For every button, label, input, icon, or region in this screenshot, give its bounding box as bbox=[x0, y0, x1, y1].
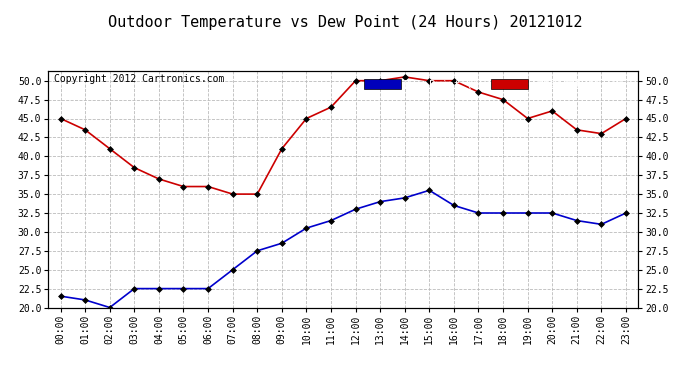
Text: Copyright 2012 Cartronics.com: Copyright 2012 Cartronics.com bbox=[55, 74, 224, 84]
Text: Outdoor Temperature vs Dew Point (24 Hours) 20121012: Outdoor Temperature vs Dew Point (24 Hou… bbox=[108, 15, 582, 30]
Legend: Dew Point (°F), Temperature (°F): Dew Point (°F), Temperature (°F) bbox=[362, 76, 633, 91]
